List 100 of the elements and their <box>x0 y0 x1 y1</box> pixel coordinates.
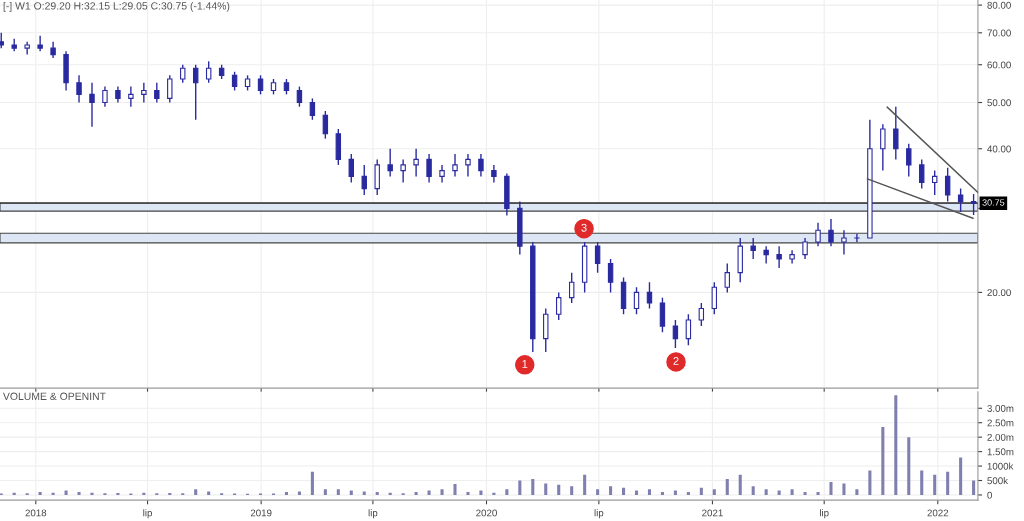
bar <box>842 483 846 495</box>
candlestick <box>154 82 160 104</box>
x-tick-label: 2018 <box>25 509 47 517</box>
x-tick-label: lip <box>819 509 829 519</box>
candlestick <box>906 142 912 178</box>
bar <box>38 492 42 495</box>
bar <box>453 483 457 495</box>
candlestick <box>374 158 380 196</box>
candlestick <box>893 106 899 161</box>
bar <box>64 490 68 495</box>
bar <box>894 395 898 495</box>
candlestick <box>828 218 834 247</box>
candlestick <box>763 245 769 265</box>
bar <box>168 492 172 495</box>
bar <box>466 492 470 495</box>
candlestick <box>659 296 666 333</box>
candlestick <box>556 291 562 321</box>
bar <box>90 492 94 495</box>
y-tick-label: 2.00m <box>987 433 1014 441</box>
annotation: 2 <box>673 357 679 365</box>
candlestick <box>361 164 367 196</box>
candlestick <box>257 74 264 96</box>
candlestick <box>880 123 886 172</box>
annotation: 1 <box>522 360 528 368</box>
bar <box>518 480 522 495</box>
candlestick <box>387 148 393 178</box>
x-tick-label: 2020 <box>476 509 497 517</box>
y-tick-label: 3.00m <box>987 405 1014 412</box>
bar <box>959 457 963 495</box>
bar <box>712 489 716 495</box>
bar <box>297 491 301 495</box>
bar <box>764 489 768 495</box>
candlestick <box>750 237 756 260</box>
candlestick <box>465 153 471 178</box>
bar <box>738 474 742 495</box>
candlestick <box>802 237 808 260</box>
bar <box>829 481 833 495</box>
y-tick-label: 500k <box>987 476 1009 485</box>
chart-title: [-] W1 O:29.20 H:32.15 L:29.05 C:30.75 (-1.44%) <box>3 1 230 12</box>
bar <box>531 479 535 495</box>
bar <box>440 489 444 495</box>
bar <box>116 492 120 495</box>
bar <box>349 490 353 495</box>
bar <box>699 487 703 495</box>
bar <box>375 492 379 495</box>
y-tick-label: 2.50m <box>987 419 1014 427</box>
candlestick <box>568 271 575 304</box>
candlestick <box>815 221 821 247</box>
ref-line-label: 30.75 <box>982 199 1005 206</box>
bar <box>583 474 587 495</box>
candlestick <box>698 302 705 327</box>
y-tick-label: 1.50m <box>987 448 1014 456</box>
candlestick <box>180 64 186 84</box>
bar <box>609 486 613 495</box>
candlestick <box>141 82 147 104</box>
bar <box>570 486 574 495</box>
bar <box>414 492 418 495</box>
candlestick <box>413 148 419 178</box>
candlestick <box>607 258 614 294</box>
bar <box>920 470 924 495</box>
bar <box>933 474 937 495</box>
bar <box>790 489 794 495</box>
candlestick <box>89 82 95 128</box>
bar <box>323 489 327 495</box>
bar <box>868 470 872 495</box>
candlestick <box>426 153 432 184</box>
candlestick <box>633 286 640 315</box>
x-tick-label: 2021 <box>702 509 723 517</box>
bar <box>647 489 652 495</box>
candlestick <box>854 233 860 243</box>
x-tick-label: lip <box>143 509 153 519</box>
candlestick <box>231 71 238 92</box>
candlestick <box>944 167 951 203</box>
bar <box>194 489 198 495</box>
candlestick <box>594 241 601 274</box>
bar <box>596 489 600 495</box>
candlestick <box>309 97 316 121</box>
y-tick-label: 60.00 <box>987 61 1011 69</box>
candlestick <box>322 110 329 140</box>
bar <box>686 492 690 495</box>
bar <box>660 492 664 495</box>
candlestick <box>478 153 484 178</box>
y-tick-label: 1000k <box>987 462 1014 470</box>
bar <box>946 471 950 495</box>
bar <box>336 489 340 495</box>
candlestick <box>919 158 925 190</box>
candlestick <box>931 169 938 196</box>
candlestick <box>167 74 173 104</box>
bar <box>505 489 509 495</box>
candlestick <box>205 60 212 84</box>
candlestick <box>37 35 43 53</box>
bar <box>907 437 911 495</box>
bar <box>622 487 626 495</box>
y-tick-label: 40.00 <box>987 145 1011 153</box>
y-tick-label: 80.00 <box>987 1 1011 9</box>
x-tick-label: 2019 <box>250 509 272 517</box>
y-tick-label: 50.00 <box>987 99 1011 107</box>
y-tick-label: 0 <box>987 491 992 499</box>
bar <box>310 471 314 495</box>
candlestick <box>685 313 692 346</box>
